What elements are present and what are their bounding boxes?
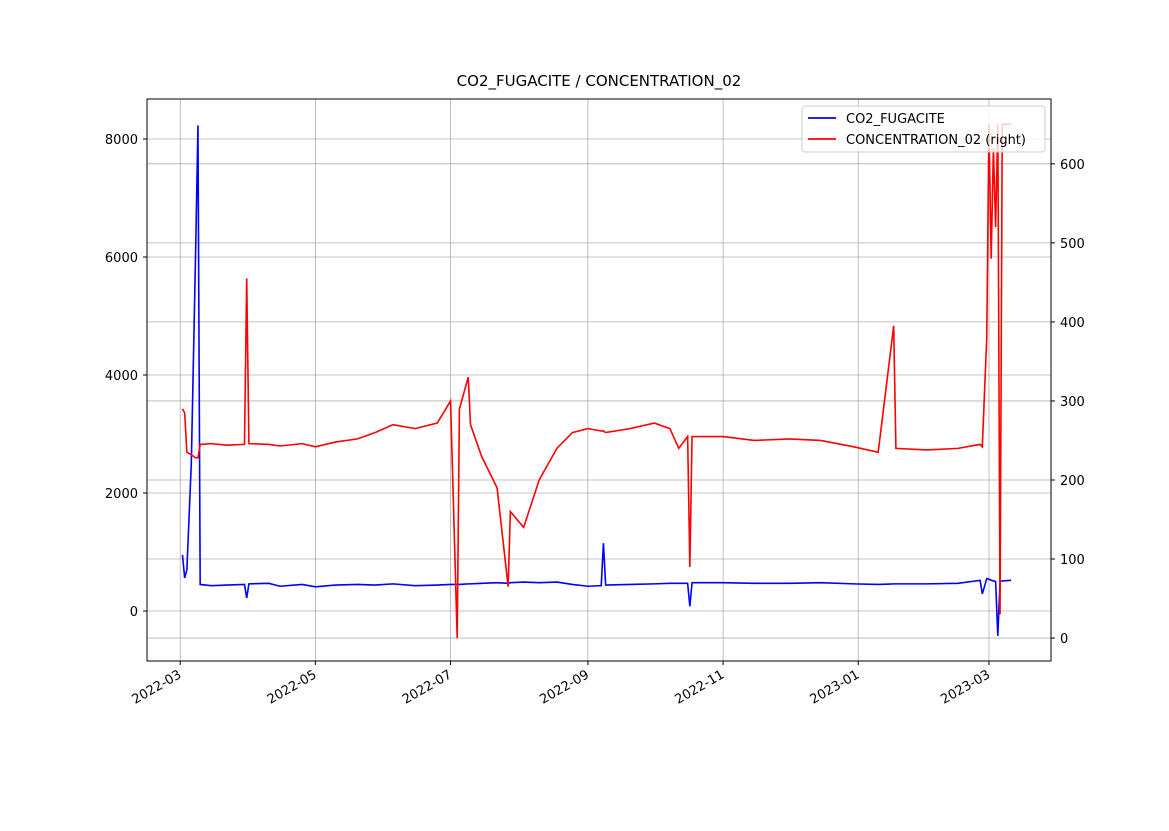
series-line [181, 125, 1012, 636]
legend: CO2_FUGACITE CONCENTRATION_02 (right) [801, 105, 1046, 153]
series-line [181, 123, 1012, 639]
y2-tick-label: 500 [1060, 237, 1085, 252]
y-tick-label: 4000 [105, 369, 138, 384]
y2-tick-label: 600 [1060, 158, 1085, 173]
plot-frame [146, 98, 1052, 662]
y2-tick-label: 200 [1060, 474, 1085, 489]
y-tick-label: 0 [130, 605, 138, 620]
x-tick-label: 2023-01 [808, 667, 863, 707]
y2-tick-label: 400 [1060, 316, 1085, 331]
chart-title: CO2_FUGACITE / CONCENTRATION_02 [457, 72, 742, 91]
x-tick-label: 2022-03 [130, 667, 185, 707]
x-tick-label: 2022-09 [537, 667, 592, 707]
y2-tick-label: 0 [1060, 632, 1068, 647]
x-tick-label: 2022-05 [265, 667, 320, 707]
y-tick-label: 2000 [105, 487, 138, 502]
legend-label: CO2_FUGACITE [846, 112, 945, 127]
y2-tick-label: 100 [1060, 553, 1085, 568]
x-tick-label: 2022-07 [400, 667, 455, 707]
y-tick-label: 6000 [105, 251, 138, 266]
y-tick-label: 8000 [105, 133, 138, 148]
x-tick-label: 2022-11 [673, 667, 728, 707]
legend-box [801, 105, 1046, 153]
x-tick-label: 2023-03 [938, 667, 993, 707]
legend-label: CONCENTRATION_02 (right) [846, 133, 1026, 148]
y2-tick-label: 300 [1060, 395, 1085, 410]
